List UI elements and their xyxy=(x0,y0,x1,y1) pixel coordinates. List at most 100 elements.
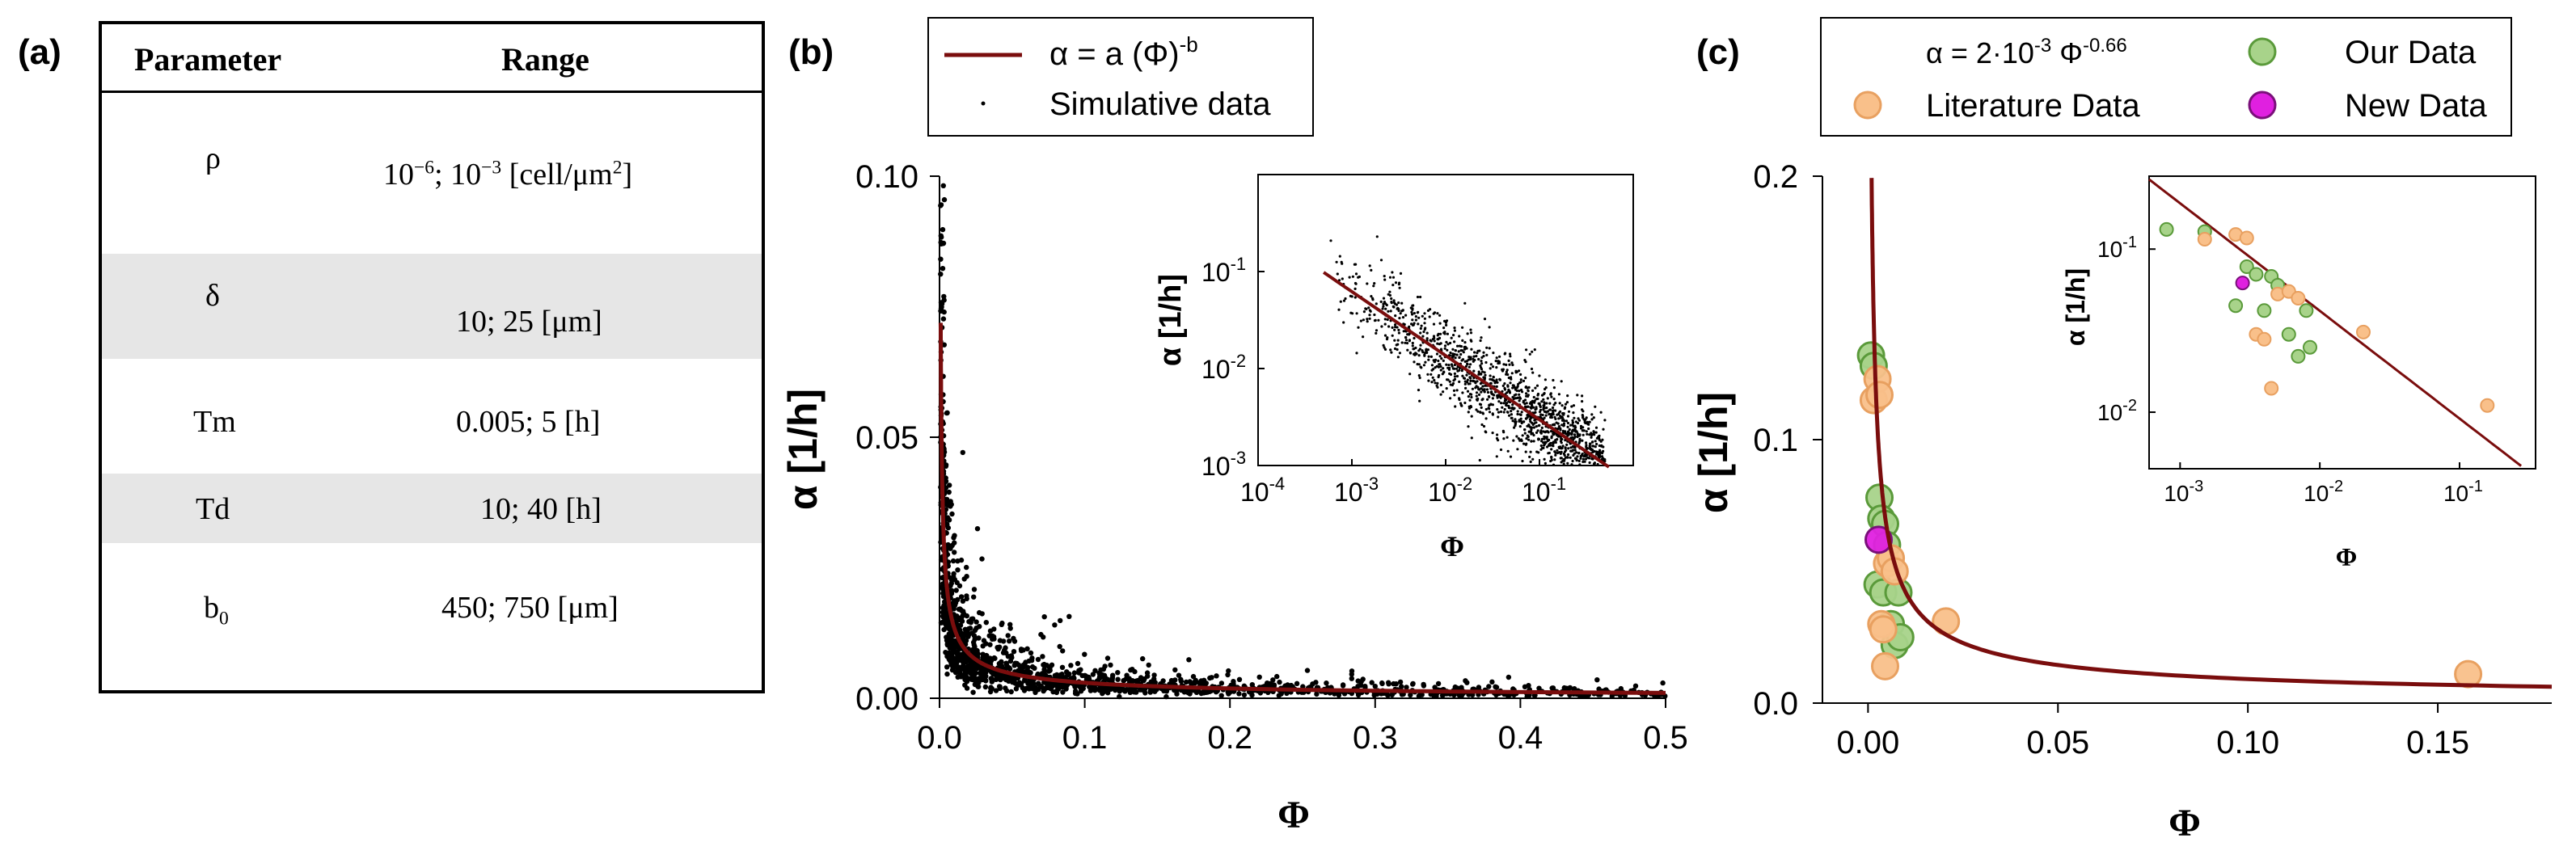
sim-point xyxy=(1109,675,1116,680)
inset-sim-point xyxy=(1512,397,1515,401)
inset-sim-point xyxy=(1550,455,1553,459)
inset-sim-point xyxy=(1481,411,1484,415)
inset-sim-point xyxy=(1552,398,1556,401)
sim-point xyxy=(1026,673,1032,679)
sim-point xyxy=(940,441,946,447)
inset-sim-point xyxy=(1543,401,1546,404)
sim-point xyxy=(940,241,946,246)
sim-point xyxy=(1190,673,1197,680)
sim-point xyxy=(1033,685,1039,690)
x-tick-label: 0.00 xyxy=(1836,725,1899,760)
inset-sim-point xyxy=(1436,312,1439,315)
inset-sim-point xyxy=(1592,462,1596,466)
inset-sim-point xyxy=(1371,297,1375,300)
sim-point xyxy=(1018,669,1024,676)
sim-point xyxy=(1007,638,1012,644)
sim-point xyxy=(1554,689,1560,694)
inset-sim-point xyxy=(1552,432,1555,436)
sim-point xyxy=(1076,679,1082,685)
sim-point xyxy=(952,649,958,655)
sim-point xyxy=(1416,693,1422,699)
inset-sim-point xyxy=(1556,449,1559,452)
our-data-point xyxy=(1859,352,1888,381)
sim-point xyxy=(1100,673,1106,680)
inset-sim-point xyxy=(1558,451,1561,454)
inset-sim-point xyxy=(1554,427,1557,430)
inset-sim-point xyxy=(1497,394,1501,398)
sim-point xyxy=(959,618,965,624)
inset-sim-point xyxy=(1528,402,1532,405)
sim-point xyxy=(1011,638,1018,644)
inset-sim-point xyxy=(1478,458,1481,462)
sim-point xyxy=(958,643,965,650)
sim-point xyxy=(944,496,950,503)
inset-sim-point xyxy=(1564,446,1567,449)
inset-sim-point xyxy=(1451,367,1455,370)
inset-sim-point xyxy=(1598,451,1601,454)
inset-sim-point xyxy=(1436,342,1439,345)
sim-point xyxy=(1060,648,1066,654)
sim-point xyxy=(1117,693,1122,700)
inset-sim-point xyxy=(1505,404,1508,407)
sim-point xyxy=(1003,660,1009,666)
inset-sim-point xyxy=(1591,432,1594,436)
sim-point xyxy=(944,620,949,626)
sim-point xyxy=(1558,691,1565,697)
sim-point xyxy=(1110,680,1116,687)
inset-sim-point xyxy=(1563,450,1567,453)
sim-point xyxy=(1029,655,1035,661)
sim-point xyxy=(1158,681,1163,687)
sim-point xyxy=(1010,678,1016,684)
sim-point xyxy=(948,503,953,509)
inset-sim-point xyxy=(1479,411,1482,414)
inset-sim-point xyxy=(1353,263,1356,266)
inset-sim-point xyxy=(1483,377,1487,380)
inset-sim-point xyxy=(1483,378,1486,381)
inset-literature-data-point xyxy=(2257,331,2272,347)
inset-sim-point xyxy=(1603,419,1607,422)
sim-point xyxy=(944,542,949,548)
sim-point xyxy=(943,463,949,469)
inset-sim-point xyxy=(1371,298,1375,301)
inset-sim-point xyxy=(1524,385,1528,389)
inset-sim-point xyxy=(1598,436,1601,440)
inset-sim-point xyxy=(1394,281,1398,284)
sim-point xyxy=(1391,689,1397,695)
inset-sim-point xyxy=(1552,433,1555,436)
inset-sim-point xyxy=(1447,368,1451,371)
inset-sim-point xyxy=(1557,446,1561,449)
inset-sim-point xyxy=(1501,406,1504,409)
sim-point xyxy=(991,626,997,632)
sim-point xyxy=(966,657,972,663)
sim-point xyxy=(948,591,954,596)
inset-sim-point xyxy=(1546,410,1549,413)
inset-sim-point xyxy=(1585,454,1588,457)
inset-sim-point xyxy=(1531,350,1534,353)
inset-sim-point xyxy=(1514,371,1518,374)
inset-sim-point xyxy=(1493,381,1497,385)
inset-sim-point xyxy=(1574,430,1577,433)
sim-point xyxy=(949,638,955,643)
inset-sim-point xyxy=(1539,444,1543,448)
sim-point xyxy=(940,614,946,620)
inset-sim-point xyxy=(1355,352,1358,355)
inset-sim-point xyxy=(1482,355,1485,358)
our-data-point xyxy=(1863,570,1892,599)
inset-sim-point xyxy=(1489,390,1493,394)
sim-point xyxy=(1142,690,1148,696)
inset-sim-point xyxy=(1413,360,1416,364)
inset-sim-point xyxy=(1585,452,1588,455)
sim-point xyxy=(1103,687,1109,693)
inset-sim-point xyxy=(1569,423,1573,427)
range-cell: 0.005; 5 [h] xyxy=(456,405,601,439)
sim-point xyxy=(940,398,946,405)
sim-point xyxy=(980,659,986,664)
inset-sim-point xyxy=(1544,414,1548,417)
inset-sim-point xyxy=(1557,425,1560,428)
sim-point xyxy=(969,647,975,653)
sim-point xyxy=(1202,681,1209,687)
inset-literature-data-point xyxy=(2197,232,2212,246)
inset-sim-point xyxy=(1581,457,1585,461)
y-axis-label-b: α [1/h] xyxy=(780,389,826,510)
sim-point xyxy=(943,485,949,491)
